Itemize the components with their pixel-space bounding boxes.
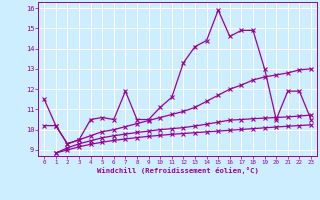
X-axis label: Windchill (Refroidissement éolien,°C): Windchill (Refroidissement éolien,°C)	[97, 167, 259, 174]
